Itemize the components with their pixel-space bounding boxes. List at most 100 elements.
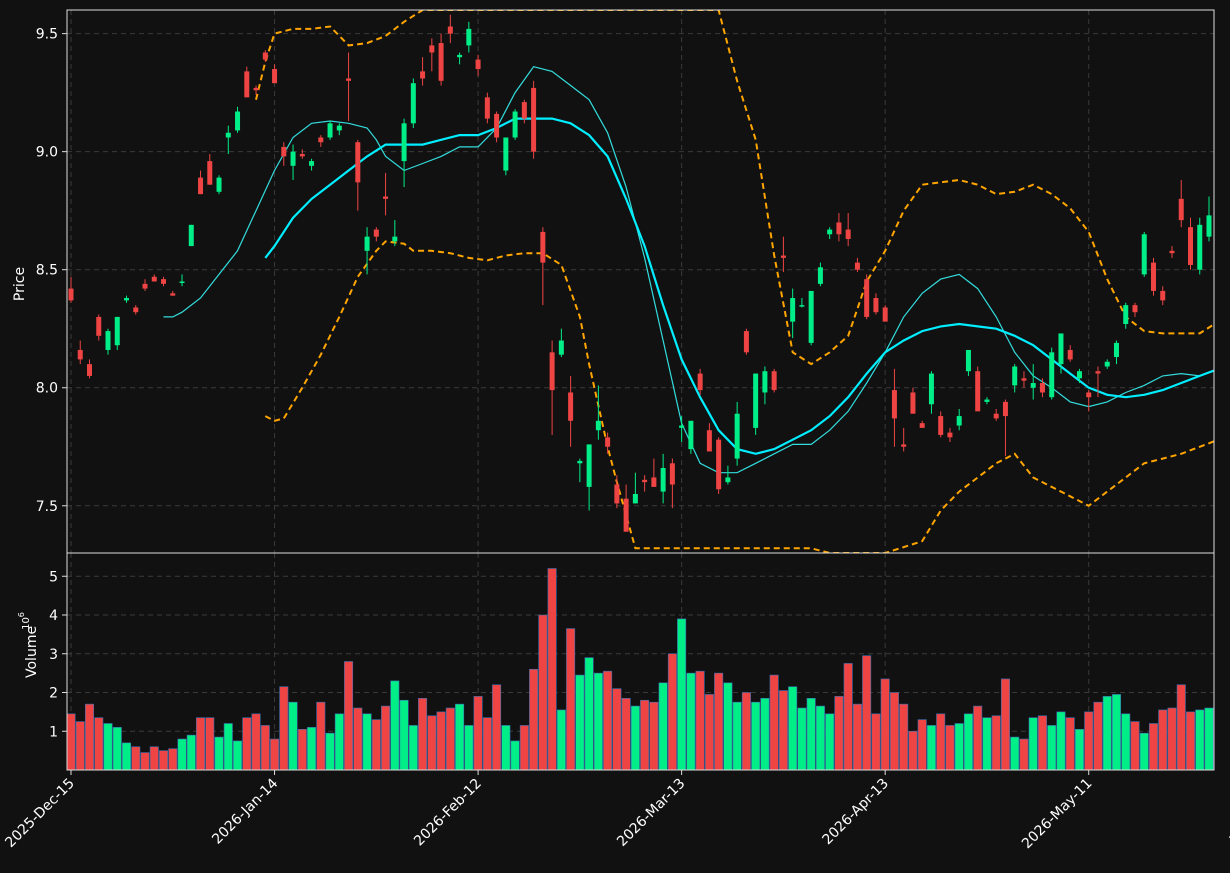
volume-bar-58 bbox=[603, 670, 613, 771]
candle-body-0 bbox=[68, 288, 74, 301]
candle-body-42 bbox=[457, 54, 463, 58]
candle-body-18 bbox=[235, 111, 241, 131]
candle-body-57 bbox=[595, 420, 601, 431]
volume-bar-76 bbox=[769, 674, 779, 771]
volume-bar-56 bbox=[584, 657, 594, 771]
candle-body-115 bbox=[1132, 305, 1138, 313]
candle-body-95 bbox=[947, 432, 953, 438]
candle-body-87 bbox=[873, 298, 879, 313]
candle-body-116 bbox=[1141, 234, 1147, 275]
volume-bar-44 bbox=[473, 696, 483, 771]
volume-bar-8 bbox=[140, 752, 150, 771]
volume-bar-98 bbox=[973, 705, 983, 771]
volume-bar-22 bbox=[270, 738, 280, 771]
volume-bar-59 bbox=[612, 688, 622, 771]
candle-body-19 bbox=[244, 71, 250, 98]
volume-bar-21 bbox=[260, 725, 270, 771]
volume-bar-49 bbox=[519, 725, 529, 771]
volume-bar-10 bbox=[159, 750, 169, 771]
volume-bar-29 bbox=[334, 713, 344, 771]
candle-body-106 bbox=[1049, 352, 1055, 398]
volume-bar-48 bbox=[510, 740, 520, 771]
candle-body-121 bbox=[1187, 227, 1193, 265]
candle-body-52 bbox=[549, 352, 555, 391]
volume-plot bbox=[66, 568, 1214, 771]
candle-body-28 bbox=[327, 123, 333, 138]
candle-body-49 bbox=[521, 102, 527, 119]
volume-bar-89 bbox=[889, 692, 899, 771]
volume-bar-37 bbox=[408, 725, 418, 771]
volume-bar-102 bbox=[1010, 736, 1020, 771]
volume-bar-75 bbox=[760, 698, 770, 771]
volume-bar-91 bbox=[908, 730, 918, 771]
price-tick-label-2: 8.5 bbox=[36, 263, 58, 279]
volume-bar-17 bbox=[223, 723, 233, 771]
candle-body-74 bbox=[753, 373, 759, 428]
volume-bar-110 bbox=[1084, 711, 1094, 771]
candle-body-75 bbox=[762, 371, 768, 393]
volume-bar-111 bbox=[1093, 701, 1103, 771]
candle-body-11 bbox=[170, 293, 176, 296]
volume-bar-6 bbox=[122, 742, 132, 771]
candle-body-119 bbox=[1169, 250, 1175, 254]
volume-tick-label-4: 5 bbox=[49, 569, 58, 585]
candle-body-61 bbox=[632, 493, 638, 504]
volume-bar-114 bbox=[1121, 713, 1131, 771]
volume-bar-51 bbox=[538, 614, 548, 771]
volume-bar-101 bbox=[1000, 678, 1010, 771]
volume-bar-32 bbox=[362, 713, 372, 771]
volume-bar-23 bbox=[279, 686, 289, 771]
volume-bar-25 bbox=[297, 729, 307, 771]
candle-body-104 bbox=[1030, 383, 1036, 388]
candle-body-107 bbox=[1058, 333, 1064, 365]
candle-body-55 bbox=[577, 460, 583, 464]
candle-body-13 bbox=[188, 224, 194, 247]
volume-axis-exponent: 6 bbox=[17, 612, 26, 617]
candle-body-85 bbox=[854, 262, 860, 270]
volume-bar-36 bbox=[399, 699, 409, 771]
candle-body-98 bbox=[975, 371, 981, 412]
candle-body-48 bbox=[512, 111, 518, 138]
volume-bar-28 bbox=[325, 732, 335, 771]
candle-body-66 bbox=[679, 425, 685, 428]
volume-bar-47 bbox=[501, 725, 511, 771]
candle-body-46 bbox=[494, 113, 500, 138]
candle-body-1 bbox=[77, 349, 83, 360]
volume-bar-69 bbox=[704, 694, 714, 771]
candle-body-99 bbox=[984, 399, 990, 402]
candle-body-31 bbox=[355, 142, 361, 183]
volume-bar-64 bbox=[658, 682, 668, 771]
candle-body-10 bbox=[161, 279, 167, 284]
volume-bar-80 bbox=[806, 698, 816, 771]
candle-body-4 bbox=[105, 331, 111, 350]
volume-bar-97 bbox=[963, 713, 973, 771]
volume-bar-117 bbox=[1148, 723, 1158, 771]
volume-bar-116 bbox=[1139, 732, 1149, 771]
candle-body-33 bbox=[373, 229, 379, 237]
price-tick-label-1: 8.0 bbox=[36, 381, 58, 397]
candle-body-26 bbox=[309, 161, 315, 166]
candle-body-73 bbox=[743, 331, 749, 353]
volume-bar-42 bbox=[455, 703, 465, 771]
candle-body-109 bbox=[1076, 371, 1082, 379]
volume-bar-112 bbox=[1102, 696, 1112, 771]
price-tick-label-3: 9.0 bbox=[36, 145, 58, 161]
volume-bar-104 bbox=[1028, 717, 1038, 771]
candle-body-90 bbox=[901, 444, 907, 447]
volume-bar-66 bbox=[677, 618, 687, 771]
volume-bar-5 bbox=[112, 727, 122, 771]
price-plot bbox=[68, 10, 1214, 553]
volume-bar-96 bbox=[954, 723, 964, 771]
candle-body-5 bbox=[114, 316, 120, 346]
volume-bar-107 bbox=[1056, 711, 1066, 771]
candle-body-103 bbox=[1021, 378, 1027, 381]
volume-bar-34 bbox=[381, 705, 391, 771]
volume-bar-19 bbox=[242, 717, 252, 771]
candle-body-101 bbox=[1002, 401, 1008, 417]
candle-body-51 bbox=[540, 231, 546, 263]
volume-bar-84 bbox=[843, 663, 853, 771]
candle-body-36 bbox=[401, 123, 407, 162]
volume-bar-115 bbox=[1130, 721, 1140, 771]
volume-bar-0 bbox=[66, 713, 76, 771]
volume-bar-9 bbox=[149, 746, 159, 771]
